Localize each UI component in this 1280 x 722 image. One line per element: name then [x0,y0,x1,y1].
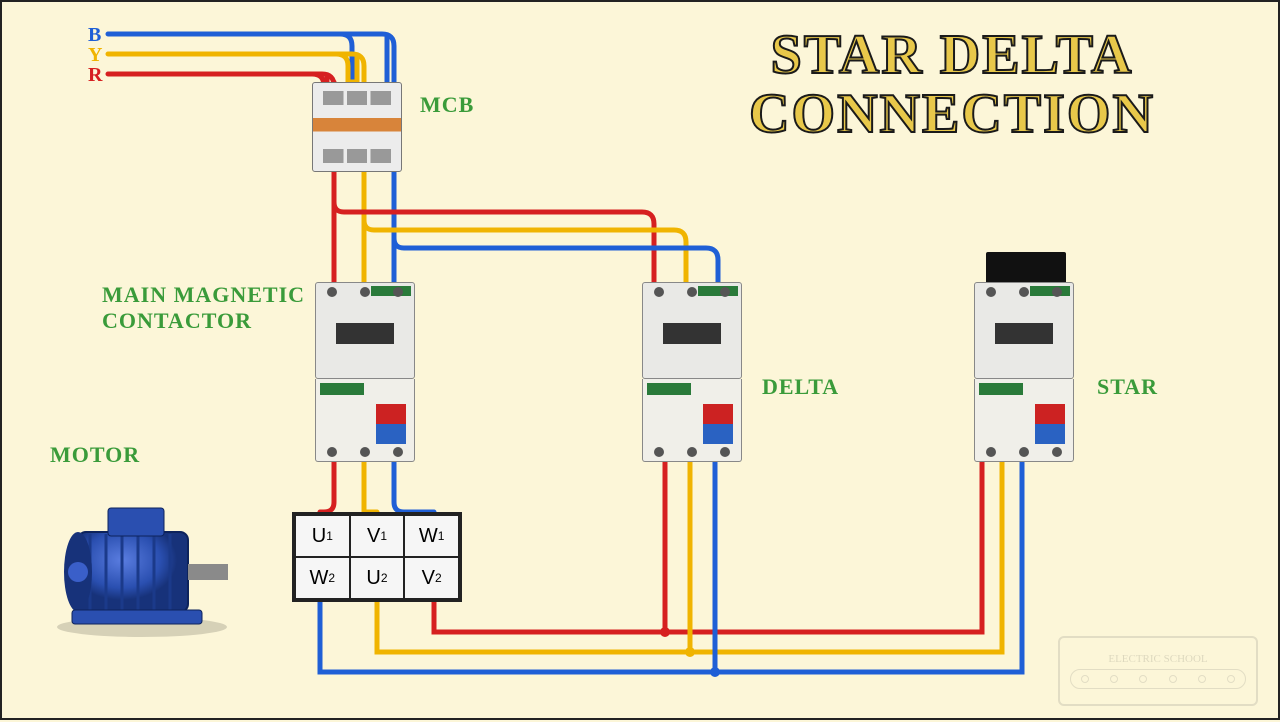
star-shorting-bar [986,252,1066,284]
label-delta: DELTA [762,374,839,400]
label-main-contactor-l1: MAIN MAGNETIC [102,282,305,308]
main-contactor [315,282,415,462]
diagram-title: STAR DELTA CONNECTION [642,26,1262,144]
watermark: ELECTRIC SCHOOL [1058,636,1258,706]
phase-label-r: R [88,64,102,87]
mcb-component [312,82,402,172]
star-contactor [974,282,1074,462]
delta-contactor [642,282,742,462]
terminal-w2: W2 [295,557,350,599]
title-line-2: CONNECTION [749,83,1155,145]
terminal-u2: U2 [350,557,405,599]
label-mcb: MCB [420,92,474,118]
motor-terminal-box: U1 V1 W1 W2 U2 V2 [292,512,462,602]
label-star: STAR [1097,374,1158,400]
label-main-contactor-l2: CONTACTOR [102,308,252,334]
terminal-w1: W1 [404,515,459,557]
terminal-v1: V1 [350,515,405,557]
terminal-u1: U1 [295,515,350,557]
label-motor: MOTOR [50,442,140,468]
terminal-v2: V2 [404,557,459,599]
motor-icon [42,482,242,642]
title-line-1: STAR DELTA [771,24,1134,86]
